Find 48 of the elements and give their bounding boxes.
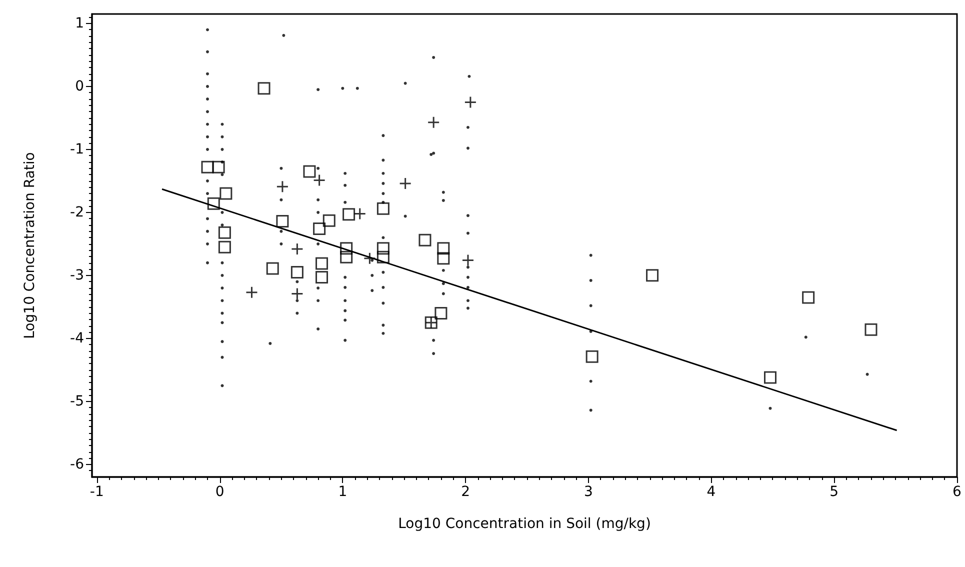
point — [342, 208, 356, 221]
x-axis-title: Log10 Concentration in Soil (mg/kg) — [398, 516, 651, 532]
point — [340, 250, 353, 264]
point — [316, 257, 328, 270]
point — [586, 350, 598, 363]
point — [258, 82, 270, 95]
y-tick-label: -2 — [70, 204, 84, 220]
point — [303, 165, 316, 178]
y-tick-label: -6 — [70, 456, 84, 472]
point — [376, 242, 390, 255]
y-tick-label: -3 — [70, 267, 84, 284]
y-tick-label: -5 — [70, 393, 84, 410]
point — [340, 242, 353, 255]
point — [376, 250, 390, 264]
x-tick-label: 5 — [830, 484, 839, 500]
x-tick-label: -1 — [90, 484, 104, 500]
point — [218, 240, 231, 254]
point — [437, 252, 450, 265]
point — [201, 160, 214, 174]
y-tick-label: 1 — [75, 15, 84, 32]
point — [290, 266, 304, 279]
point — [437, 242, 450, 255]
point — [266, 262, 279, 275]
x-tick-label: 0 — [215, 484, 224, 500]
point — [316, 271, 328, 284]
point — [802, 291, 815, 304]
x-tick-label: 2 — [461, 484, 470, 500]
point — [220, 187, 232, 200]
x-tick-label: 3 — [584, 484, 593, 500]
point — [207, 197, 220, 210]
point — [764, 371, 776, 384]
point — [313, 222, 326, 236]
y-tick-label: 0 — [75, 78, 84, 94]
x-tick-label: 6 — [952, 484, 962, 500]
point — [212, 160, 225, 174]
x-tick-label: 4 — [706, 484, 716, 500]
x-tick-label: 1 — [338, 484, 348, 500]
point — [322, 214, 336, 227]
point — [218, 226, 231, 239]
point — [646, 269, 659, 282]
point — [864, 323, 878, 336]
y-tick-label: -4 — [70, 330, 84, 346]
point — [434, 306, 448, 320]
point — [376, 202, 390, 215]
point — [276, 215, 289, 228]
y-axis-title: Log10 Concentration Ratio — [22, 152, 38, 339]
point — [418, 234, 432, 246]
y-tick-label: -1 — [70, 141, 84, 158]
